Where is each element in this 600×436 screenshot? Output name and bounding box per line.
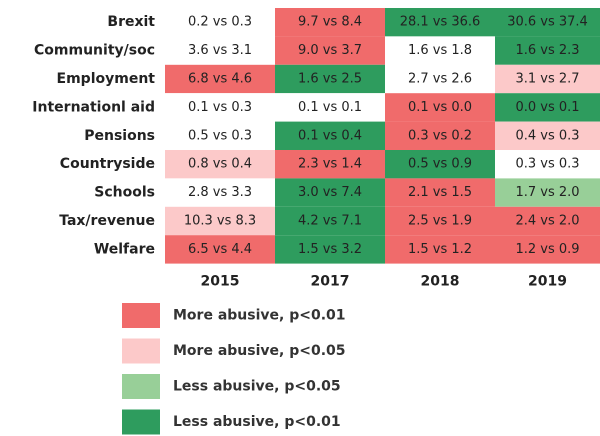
legend-swatch — [122, 338, 160, 364]
cell-text: 0.4 vs 0.3 — [515, 128, 579, 143]
cell — [165, 150, 275, 179]
cell — [495, 235, 600, 264]
legend-text: More abusive, p<0.01 — [173, 308, 346, 324]
col-label: 2018 — [421, 274, 460, 290]
cell-text: 2.7 vs 2.6 — [408, 72, 472, 87]
cell — [495, 64, 600, 94]
cell — [275, 8, 385, 37]
cell — [275, 121, 385, 150]
cell — [385, 235, 495, 264]
col-label: 2015 — [201, 274, 240, 290]
cell-text: 0.1 vs 0.0 — [408, 100, 472, 115]
cell — [495, 8, 600, 37]
row-label: Brexit — [107, 14, 155, 30]
cell-text: 3.0 vs 7.4 — [298, 185, 362, 200]
cell-text: 9.7 vs 8.4 — [298, 15, 362, 30]
row-label: Employment — [57, 71, 156, 87]
cell-text: 4.2 vs 7.1 — [298, 214, 362, 229]
cell — [385, 36, 495, 65]
cell-text: 2.8 vs 3.3 — [188, 185, 252, 200]
cell — [495, 121, 600, 150]
cell-text: 2.3 vs 1.4 — [298, 157, 362, 172]
cell — [165, 235, 275, 264]
cell-text: 0.1 vs 0.1 — [298, 100, 362, 115]
row-label: Pensions — [84, 128, 155, 144]
cell-text: 0.3 vs 0.2 — [408, 128, 472, 143]
row-label: Community/soc — [34, 43, 155, 59]
cell-text: 1.5 vs 1.2 — [408, 242, 472, 257]
cell-text: 2.4 vs 2.0 — [515, 214, 579, 229]
cell-text: 0.8 vs 0.4 — [188, 157, 252, 172]
cell — [275, 64, 385, 94]
cell-text: 0.3 vs 0.3 — [515, 157, 579, 172]
cell-text: 30.6 vs 37.4 — [507, 15, 588, 30]
legend-swatch — [122, 303, 160, 328]
cell — [165, 36, 275, 65]
cell-text: 6.8 vs 4.6 — [188, 72, 252, 87]
row-label: Welfare — [94, 241, 155, 257]
legend-swatch — [122, 409, 160, 435]
cell-text: 0.5 vs 0.3 — [188, 128, 252, 143]
cell-text: 9.0 vs 3.7 — [298, 43, 362, 58]
cell-text: 3.6 vs 3.1 — [188, 43, 252, 58]
cell-text: 1.6 vs 2.3 — [515, 43, 579, 58]
cell — [165, 178, 275, 207]
cell-text: 0.5 vs 0.9 — [408, 157, 472, 172]
cell — [495, 178, 600, 207]
legend-text: Less abusive, p<0.01 — [173, 414, 341, 430]
cell-text: 3.1 vs 2.7 — [515, 72, 579, 87]
cell-text: 1.7 vs 2.0 — [515, 185, 579, 200]
cell-text: 1.5 vs 3.2 — [298, 242, 362, 257]
cell-text: 6.5 vs 4.4 — [188, 242, 252, 257]
legend-text: More abusive, p<0.05 — [173, 343, 346, 359]
row-label: Tax/revenue — [59, 213, 155, 229]
cell — [275, 206, 385, 236]
cell — [165, 8, 275, 37]
cell — [495, 150, 600, 179]
cell-text: 1.2 vs 0.9 — [515, 242, 579, 257]
cell — [165, 64, 275, 94]
cell-text: 0.2 vs 0.3 — [188, 15, 252, 30]
cell — [165, 206, 275, 236]
legend-text: Less abusive, p<0.05 — [173, 379, 341, 395]
cell — [495, 93, 600, 122]
cell — [275, 235, 385, 264]
cell-text: 2.1 vs 1.5 — [408, 185, 472, 200]
cell — [385, 178, 495, 207]
cell — [385, 150, 495, 179]
cell — [385, 206, 495, 236]
cell — [385, 93, 495, 122]
cell — [385, 121, 495, 150]
cell-text: 0.0 vs 0.1 — [515, 100, 579, 115]
row-label: Countryside — [60, 156, 155, 172]
cell — [495, 36, 600, 65]
cell — [275, 93, 385, 122]
cell-text: 0.1 vs 0.3 — [188, 100, 252, 115]
legend-swatch — [122, 374, 160, 399]
row-label: Internationl aid — [32, 99, 155, 115]
cell-text: 0.1 vs 0.4 — [298, 128, 362, 143]
cell — [385, 64, 495, 94]
cell-text: 10.3 vs 8.3 — [184, 214, 256, 229]
cell-text: 1.6 vs 2.5 — [298, 72, 362, 87]
cell — [385, 8, 495, 37]
cell — [275, 178, 385, 207]
row-label: Schools — [94, 185, 155, 201]
cell — [275, 150, 385, 179]
cell — [275, 36, 385, 65]
cell — [165, 93, 275, 122]
col-label: 2019 — [528, 274, 567, 290]
cell-text: 1.6 vs 1.8 — [408, 43, 472, 58]
cell-text: 28.1 vs 36.6 — [400, 15, 481, 30]
cell-text: 2.5 vs 1.9 — [408, 214, 472, 229]
col-label: 2017 — [311, 274, 350, 290]
cell — [495, 206, 600, 236]
cell — [165, 121, 275, 150]
